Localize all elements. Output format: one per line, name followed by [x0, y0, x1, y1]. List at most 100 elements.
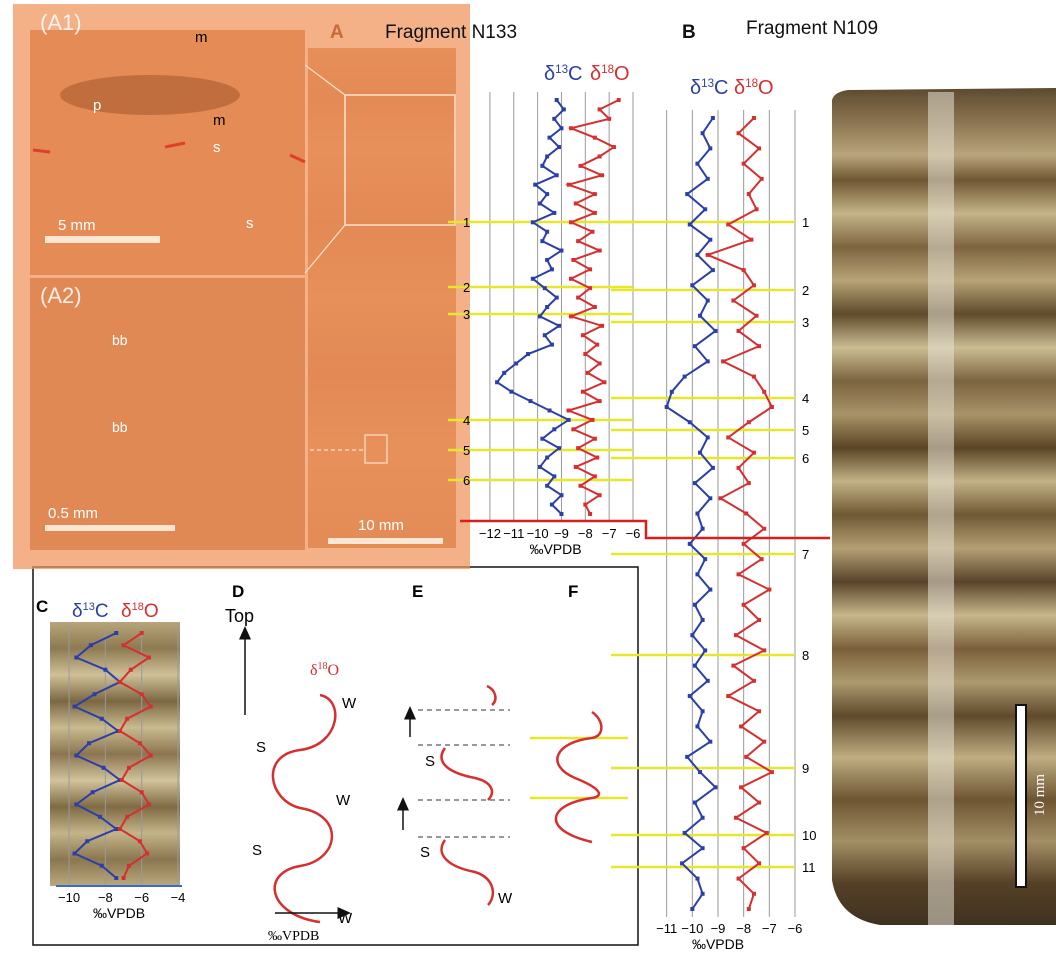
data-point: [597, 399, 602, 404]
data-point: [741, 846, 746, 851]
x-axis-label: ‰VPDB: [529, 541, 581, 557]
data-point: [769, 405, 774, 410]
x-axis-label: ‰VPDB: [93, 905, 145, 921]
data-point: [578, 483, 583, 488]
data-point: [99, 863, 104, 868]
panel-a-label: A: [330, 22, 344, 43]
data-point: [736, 465, 741, 470]
data-point: [580, 333, 585, 338]
n109-d18o-label: δ18O: [734, 77, 774, 99]
panel-e: E S S W: [397, 582, 513, 907]
data-point: [713, 785, 718, 790]
data-point: [588, 512, 593, 516]
data-point: [698, 450, 703, 455]
data-point: [88, 643, 93, 648]
data-point: [751, 283, 756, 288]
label-m-top: m: [195, 29, 208, 46]
x-tick-label: −6: [788, 921, 803, 936]
data-point: [72, 851, 77, 856]
data-point: [741, 161, 746, 166]
data-point: [125, 716, 130, 721]
data-point: [746, 481, 751, 486]
a-scale-label: 10 mm: [358, 517, 404, 534]
data-point: [137, 839, 142, 844]
a1-scale-label: 5 mm: [58, 217, 96, 234]
data-point: [685, 754, 690, 759]
data-point: [114, 827, 119, 831]
data-point: [559, 248, 564, 253]
data-point: [733, 633, 738, 638]
x-tick-label: −7: [762, 921, 777, 936]
data-point: [545, 229, 550, 234]
data-point: [682, 830, 687, 835]
d-s1: S: [256, 739, 266, 756]
data-point: [700, 891, 705, 896]
c-d13c-label: δ13C: [72, 601, 109, 622]
data-point: [600, 173, 604, 178]
series-line-d13c: [665, 117, 717, 910]
depth-marker-label: 7: [802, 547, 809, 562]
x-tick-label: −8: [736, 921, 751, 936]
data-point: [97, 814, 102, 819]
data-point: [117, 729, 122, 733]
data-point: [746, 420, 751, 425]
data-point: [137, 741, 142, 746]
data-point: [607, 116, 612, 121]
data-point: [592, 192, 597, 197]
data-point: [692, 663, 697, 668]
data-point: [700, 617, 705, 622]
data-point: [590, 417, 595, 422]
x-tick-label: −10: [527, 526, 549, 541]
data-point: [767, 587, 772, 592]
series-line-d13c: [495, 99, 571, 515]
data-point: [762, 389, 767, 394]
data-point: [733, 815, 738, 820]
data-point: [698, 313, 703, 318]
data-point: [114, 631, 119, 635]
data-point: [692, 602, 697, 607]
data-point: [139, 692, 144, 697]
e-s2: S: [420, 844, 430, 861]
data-point: [726, 435, 731, 440]
data-point: [690, 633, 695, 638]
data-point: [708, 587, 713, 592]
data-point: [700, 815, 705, 820]
depth-marker-label: 2: [802, 283, 809, 298]
data-point: [751, 374, 756, 379]
data-point: [148, 753, 153, 758]
data-point: [549, 342, 554, 347]
speleothem-photo: 10 mm: [832, 88, 1056, 925]
d-d18o-label: δ18O: [310, 661, 339, 679]
depth-marker-label: 10: [802, 828, 816, 843]
depth-marker-label: 1: [802, 215, 809, 230]
data-point: [559, 512, 564, 516]
depth-marker-label: 9: [802, 761, 809, 776]
data-point: [545, 257, 550, 262]
photo-scale-bar: [1015, 704, 1027, 888]
data-point: [559, 126, 564, 131]
data-point: [705, 298, 710, 303]
data-point: [685, 192, 690, 197]
data-point: [710, 116, 715, 120]
data-point: [749, 237, 754, 242]
depth-marker-label: 4: [463, 413, 470, 428]
data-point: [757, 146, 762, 151]
data-point: [125, 814, 130, 819]
depth-marker-label: 5: [463, 443, 470, 458]
data-point: [569, 276, 573, 281]
d-unit-label: ‰VPDB: [268, 929, 319, 944]
data-point: [146, 802, 151, 807]
data-point: [121, 876, 126, 880]
data-point: [611, 145, 616, 150]
data-point: [710, 465, 715, 470]
e-w: W: [498, 890, 513, 907]
d-w2: W: [336, 792, 351, 809]
data-point: [576, 239, 581, 244]
data-point: [576, 446, 581, 451]
data-point: [514, 361, 519, 366]
data-point: [552, 210, 557, 215]
x-tick-label: −6: [626, 526, 641, 541]
data-point: [705, 252, 710, 257]
x-tick-label: −9: [554, 526, 569, 541]
fragment-a-title: Fragment N133: [385, 22, 517, 43]
